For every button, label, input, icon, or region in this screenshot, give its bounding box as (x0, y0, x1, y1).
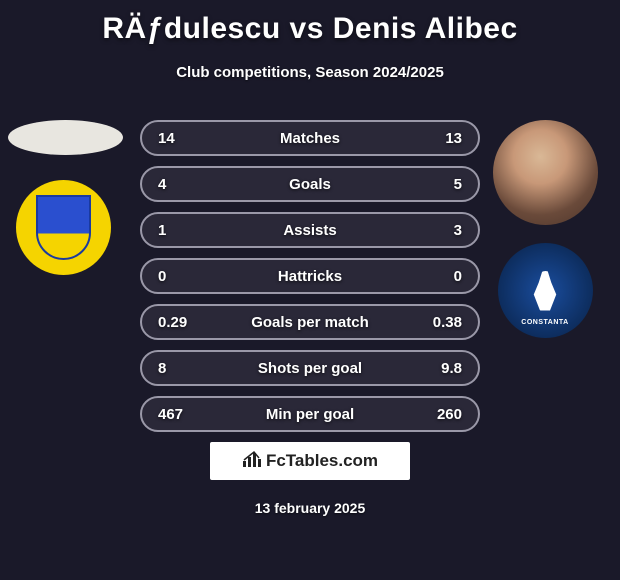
stat-label: Min per goal (198, 406, 422, 423)
brand-badge: FcTables.com (210, 442, 410, 480)
right-club-logo: CONSTANTA (498, 243, 593, 338)
stat-right-value: 3 (422, 222, 462, 239)
stat-right-value: 9.8 (422, 360, 462, 377)
stat-left-value: 8 (158, 360, 198, 377)
subtitle: Club competitions, Season 2024/2025 (0, 64, 620, 81)
left-club-logo (16, 180, 111, 275)
stat-right-value: 13 (422, 130, 462, 147)
stat-label: Matches (198, 130, 422, 147)
stat-row: 1Assists3 (140, 212, 480, 248)
stat-row: 467Min per goal260 (140, 396, 480, 432)
left-player-avatar (8, 120, 123, 155)
stat-left-value: 0 (158, 268, 198, 285)
stat-label: Hattricks (198, 268, 422, 285)
player-silhouette-icon (533, 271, 558, 311)
stat-right-value: 5 (422, 176, 462, 193)
left-player-column (8, 120, 118, 275)
page-title: RÄƒdulescu vs Denis Alibec (0, 0, 620, 46)
stat-left-value: 1 (158, 222, 198, 239)
shield-icon (36, 195, 91, 260)
right-club-label: CONSTANTA (521, 319, 568, 326)
stat-right-value: 260 (422, 406, 462, 423)
stat-row: 8Shots per goal9.8 (140, 350, 480, 386)
stat-row: 0Hattricks0 (140, 258, 480, 294)
stat-row: 4Goals5 (140, 166, 480, 202)
stat-left-value: 4 (158, 176, 198, 193)
stats-table: 14Matches134Goals51Assists30Hattricks00.… (140, 120, 480, 442)
stat-label: Goals (198, 176, 422, 193)
stat-label: Assists (198, 222, 422, 239)
chart-icon (242, 450, 262, 473)
footer-date: 13 february 2025 (0, 500, 620, 516)
stat-left-value: 467 (158, 406, 198, 423)
stat-right-value: 0 (422, 268, 462, 285)
right-player-column: CONSTANTA (490, 120, 600, 338)
stat-label: Shots per goal (198, 360, 422, 377)
stat-left-value: 0.29 (158, 314, 198, 331)
stat-left-value: 14 (158, 130, 198, 147)
stat-row: 14Matches13 (140, 120, 480, 156)
right-player-avatar (493, 120, 598, 225)
stat-right-value: 0.38 (422, 314, 462, 331)
stat-row: 0.29Goals per match0.38 (140, 304, 480, 340)
stat-label: Goals per match (198, 314, 422, 331)
brand-text: FcTables.com (266, 451, 378, 471)
